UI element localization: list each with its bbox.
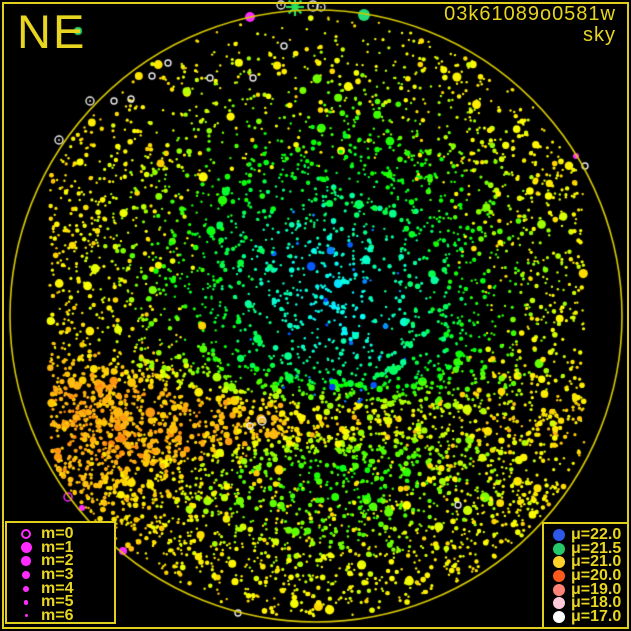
magnitude-symbol-icon <box>23 600 29 605</box>
legend-symbol-cell <box>11 585 41 592</box>
legend-row: m=2 <box>11 552 114 570</box>
magnitude-symbol-icon <box>24 614 28 618</box>
legend-symbol-cell <box>547 597 571 610</box>
legend-label: μ=22.0 <box>571 526 622 543</box>
magnitude-legend: m=0 m=1 m=2 m=3 m=4 m=5 m=6 <box>5 521 116 624</box>
legend-label: m=2 <box>41 552 74 570</box>
legend-symbol-cell <box>11 528 41 539</box>
legend-symbol-cell <box>547 583 571 596</box>
legend-row: m=0 <box>11 525 114 542</box>
legend-symbol-cell <box>547 569 571 582</box>
magnitude-symbol-icon <box>20 542 32 554</box>
legend-label: μ=21.0 <box>571 553 622 571</box>
orientation-label: NE <box>17 5 87 58</box>
legend-symbol-cell <box>11 542 41 554</box>
legend-symbol-cell <box>11 614 41 618</box>
surface-brightness-legend: μ=22.0 μ=21.5 μ=21.0 μ=20.0 μ=19.0 μ=18.0 μ=17… <box>542 522 629 629</box>
legend-label: μ=19.0 <box>571 580 622 598</box>
plot-subtitle: sky <box>583 24 616 46</box>
legend-symbol-cell <box>547 610 571 623</box>
legend-label: μ=21.5 <box>571 539 622 557</box>
legend-label: μ=17.0 <box>571 608 622 626</box>
legend-row: m=1 <box>11 538 114 556</box>
mu-color-icon <box>553 542 565 555</box>
legend-row: μ=21.5 <box>547 539 627 557</box>
legend-row: μ=20.0 <box>547 567 627 585</box>
magnitude-symbol-icon <box>23 585 29 592</box>
legend-label: m=1 <box>41 538 74 556</box>
legend-row: m=5 <box>11 593 114 611</box>
mu-color-icon <box>553 556 565 569</box>
legend-symbol-cell <box>547 528 571 541</box>
legend-symbol-cell <box>11 556 41 566</box>
title-block: 03k61089o0581w sky <box>444 3 616 45</box>
magnitude-symbol-icon <box>21 528 31 539</box>
legend-row: μ=17.0 <box>547 608 627 626</box>
plot-title: 03k61089o0581w <box>444 3 616 25</box>
legend-label: m=4 <box>41 579 74 597</box>
legend-row: m=3 <box>11 566 114 584</box>
legend-label: m=5 <box>41 593 74 611</box>
mu-color-icon <box>553 610 565 623</box>
legend-symbol-cell <box>547 556 571 569</box>
legend-row: m=4 <box>11 579 114 597</box>
legend-row: m=6 <box>11 607 114 625</box>
mu-color-icon <box>553 597 565 610</box>
legend-label: μ=18.0 <box>571 594 622 612</box>
magnitude-symbol-icon <box>22 570 30 579</box>
mu-color-icon <box>553 569 565 582</box>
legend-symbol-cell <box>11 600 41 605</box>
legend-symbol-cell <box>11 570 41 579</box>
legend-row: μ=22.0 <box>547 526 627 543</box>
legend-row: μ=18.0 <box>547 594 627 612</box>
mu-color-icon <box>553 583 565 596</box>
legend-row: μ=21.0 <box>547 553 627 571</box>
legend-symbol-cell <box>547 542 571 555</box>
legend-row: μ=19.0 <box>547 580 627 598</box>
legend-label: m=0 <box>41 525 74 542</box>
legend-label: m=3 <box>41 566 74 584</box>
legend-label: μ=20.0 <box>571 567 622 585</box>
legend-label: m=6 <box>41 607 74 625</box>
magnitude-symbol-icon <box>21 556 31 566</box>
mu-color-icon <box>553 528 565 541</box>
